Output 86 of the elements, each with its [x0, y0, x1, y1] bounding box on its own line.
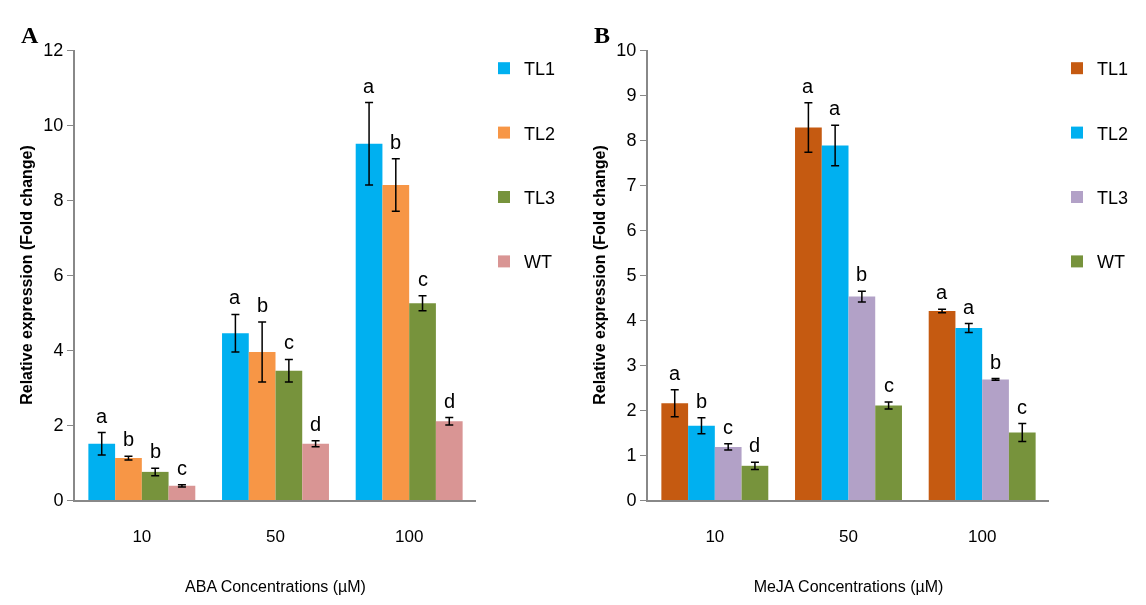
data-label: c — [1017, 396, 1027, 418]
y-tick-label: 10 — [43, 115, 64, 136]
data-label: a — [936, 281, 948, 303]
data-label: b — [856, 263, 868, 285]
legend-label: TL1 — [1097, 59, 1129, 80]
data-label: c — [723, 416, 733, 438]
bar — [382, 185, 410, 500]
y-tick-label: 2 — [626, 400, 637, 421]
bar — [275, 370, 303, 500]
x-tick-label: 10 — [132, 527, 152, 547]
bar — [741, 465, 769, 500]
y-tick-label: 6 — [53, 265, 64, 286]
data-label: a — [96, 405, 108, 427]
data-label: d — [444, 390, 456, 412]
y-tick-label: 8 — [53, 190, 64, 211]
text: A — [21, 22, 39, 48]
bar — [955, 328, 983, 500]
y-tick-label: 0 — [626, 490, 637, 511]
data-label: c — [177, 457, 187, 479]
text: B — [594, 22, 611, 48]
legend-label: WT — [524, 252, 553, 273]
data-label: b — [150, 440, 162, 462]
y-tick-label: 5 — [626, 265, 637, 286]
data-label: b — [990, 351, 1002, 373]
data-label: a — [829, 97, 841, 119]
data-label: d — [749, 434, 761, 456]
bar — [714, 446, 742, 500]
bar — [688, 425, 715, 500]
legend-label: TL1 — [524, 59, 556, 80]
y-tick-label: 3 — [626, 355, 637, 376]
y-tick-label: 1 — [626, 445, 637, 466]
y-tick-label: 12 — [43, 40, 64, 61]
data-label: b — [123, 428, 135, 450]
bar — [795, 127, 822, 500]
y-tick-label: 10 — [616, 40, 637, 61]
legend-label: TL2 — [1097, 123, 1129, 144]
y-tick-label: 7 — [626, 175, 637, 196]
data-label: c — [884, 374, 894, 396]
legend-label: TL2 — [524, 123, 556, 144]
bar — [848, 296, 876, 500]
y-tick-label: 4 — [626, 310, 637, 331]
legend-label: TL3 — [524, 188, 556, 209]
data-label: a — [229, 286, 241, 308]
x-tick-label: 100 — [394, 527, 424, 547]
bar — [661, 403, 689, 500]
x-axis-title: ABA Concentrations (µM) — [185, 577, 366, 595]
data-label: b — [696, 390, 708, 412]
bar — [435, 421, 463, 500]
x-tick-label: 10 — [705, 527, 725, 547]
bar — [355, 143, 383, 500]
data-label: b — [390, 131, 402, 153]
x-tick-label: 100 — [967, 527, 997, 547]
data-label: b — [257, 294, 269, 316]
bar — [1008, 432, 1036, 500]
x-axis-title: MeJA Concentrations (µM) — [753, 577, 944, 595]
y-axis-title: Relative expression (Fold change) — [591, 145, 608, 405]
data-label: a — [363, 75, 375, 97]
bar — [222, 333, 249, 500]
bar — [928, 311, 956, 500]
bar — [875, 405, 902, 500]
y-tick-label: 0 — [53, 490, 64, 511]
y-tick-label: 9 — [626, 85, 637, 106]
bar — [115, 458, 142, 500]
bar — [168, 485, 196, 500]
y-tick-label: 6 — [626, 220, 637, 241]
bar — [302, 443, 329, 500]
bar — [88, 443, 116, 500]
data-label: c — [418, 268, 428, 290]
legend-label: WT — [1097, 252, 1126, 273]
bar — [141, 471, 169, 500]
x-tick-label: 50 — [266, 527, 285, 547]
data-label: a — [802, 75, 814, 97]
legend-label: TL3 — [1097, 188, 1129, 209]
x-tick-label: 50 — [839, 527, 858, 547]
bar — [248, 351, 276, 500]
data-label: a — [963, 296, 975, 318]
bar — [409, 303, 436, 500]
bar — [821, 145, 849, 500]
y-tick-label: 2 — [53, 415, 64, 436]
y-tick-label: 4 — [53, 340, 64, 361]
data-label: c — [284, 331, 294, 353]
y-tick-label: 8 — [626, 130, 637, 151]
bar — [982, 379, 1009, 500]
data-label: a — [669, 362, 681, 384]
data-label: d — [310, 413, 322, 435]
y-axis-title: Relative expression (Fold change) — [18, 145, 35, 405]
